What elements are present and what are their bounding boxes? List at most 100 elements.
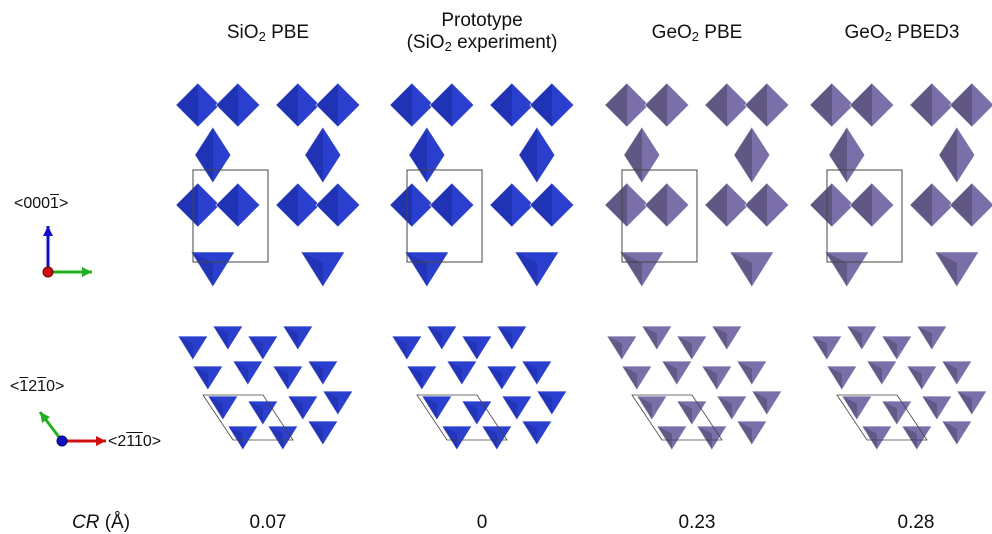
tetrahedron-shade xyxy=(447,361,462,385)
tetrahedron-shade xyxy=(882,401,897,425)
tetrahedron-shade xyxy=(705,183,727,227)
tetrahedron-shade xyxy=(519,127,537,183)
tetrahedron-shade xyxy=(620,251,642,287)
axis-label-bottom-a: <1210> xyxy=(10,378,65,395)
tetrahedron-shade xyxy=(462,401,477,425)
tetrahedron-shade xyxy=(248,401,263,425)
tetrahedron-shade xyxy=(950,83,972,127)
tetrahedron-shade xyxy=(405,251,427,287)
tetrahedron-shade xyxy=(605,183,627,227)
axis-arrow-b-head xyxy=(96,436,106,446)
tetrahedron-shade xyxy=(502,396,517,420)
tetrahedron-shade xyxy=(624,127,642,183)
tetrahedron-shade xyxy=(752,391,767,415)
tetrahedron-shade xyxy=(442,426,457,450)
tetrahedron-shade xyxy=(697,426,712,450)
tetrahedron-shade xyxy=(910,183,932,227)
tetrahedron-shade xyxy=(228,426,243,450)
unit-cell xyxy=(621,169,698,263)
tetrahedron-shade xyxy=(622,366,637,390)
tetrahedron-shade xyxy=(730,251,752,287)
column-title-geo2-pbe: GeO2 PBE xyxy=(651,22,743,44)
tetrahedron-shade xyxy=(487,366,502,390)
tetrahedron-shade xyxy=(745,183,767,227)
tetrahedron-shade xyxy=(829,127,847,183)
tetrahedron-shade xyxy=(607,336,622,360)
tetrahedron-shade xyxy=(950,183,972,227)
tetrahedron-shade xyxy=(705,83,727,127)
tetrahedron-shade xyxy=(605,83,627,127)
tetrahedron-shade xyxy=(850,183,872,227)
cr-value-geo2-pbed3: 0.28 xyxy=(897,512,935,533)
axis-arrow-y-head xyxy=(82,267,92,277)
axis-origin-bottom xyxy=(56,435,68,447)
tetrahedron-shade xyxy=(737,421,752,445)
cr-value-sio2-pbe: 0.07 xyxy=(249,512,287,533)
cr-label: CR (Å) xyxy=(72,512,131,533)
axis-origin-top xyxy=(42,266,54,278)
unit-cell xyxy=(406,169,483,263)
tetrahedron-shade xyxy=(208,396,223,420)
tetrahedron-shade xyxy=(825,251,847,287)
tetrahedron-shade xyxy=(422,396,437,420)
axis-arrow-z-head xyxy=(43,226,53,236)
tetrahedron-shade xyxy=(842,396,857,420)
column-title-geo2-pbed3: GeO2 PBED3 xyxy=(844,22,960,44)
tetrahedron-shade xyxy=(273,366,288,390)
tetrahedron-shade xyxy=(917,326,932,350)
tetrahedron-shade xyxy=(522,421,537,445)
tetrahedron-shade xyxy=(737,361,752,385)
unit-cell xyxy=(826,169,903,263)
tetrahedron-shade xyxy=(490,83,512,127)
tetrahedron-shade xyxy=(942,361,957,385)
unit-cell xyxy=(416,394,508,441)
tetrahedron-shade xyxy=(902,426,917,450)
tetrahedron-shade xyxy=(216,183,238,227)
tetrahedron-shade xyxy=(922,396,937,420)
axis-label-top: <0001> xyxy=(14,195,69,212)
tetrahedron-shade xyxy=(847,326,862,350)
tetrahedron-shade xyxy=(537,391,552,415)
tetrahedron-shade xyxy=(427,326,442,350)
tetrahedron-shade xyxy=(637,396,652,420)
tetrahedron-shade xyxy=(316,183,338,227)
tetrahedron-shade xyxy=(530,183,552,227)
tetrahedron-shade xyxy=(308,421,323,445)
tetrahedron-shade xyxy=(276,183,298,227)
tetrahedron-shade xyxy=(662,361,677,385)
tetrahedron-shade xyxy=(233,361,248,385)
tetrahedron-shade xyxy=(515,251,537,287)
tetrahedron-shade xyxy=(390,183,412,227)
tetrahedron-shade xyxy=(497,326,512,350)
tetrahedron-shade xyxy=(178,336,193,360)
tetrahedron-shade xyxy=(810,183,832,227)
tetrahedron-shade xyxy=(745,83,767,127)
cr-value-geo2-pbe: 0.23 xyxy=(678,512,716,533)
tetrahedron-shade xyxy=(390,83,412,127)
tetrahedron-shade xyxy=(677,401,692,425)
tetrahedron-shade xyxy=(827,366,842,390)
tetrahedron-shade xyxy=(530,83,552,127)
tetrahedron-shade xyxy=(645,183,667,227)
tetrahedron-shade xyxy=(935,251,957,287)
tetrahedron-shade xyxy=(430,183,452,227)
tetrahedron-shade xyxy=(288,396,303,420)
tetrahedron-shade xyxy=(176,83,198,127)
tetrahedron-shade xyxy=(907,366,922,390)
tetrahedron-shade xyxy=(193,366,208,390)
tetrahedron-shade xyxy=(213,326,228,350)
tetrahedron-shade xyxy=(812,336,827,360)
tetrahedron-shade xyxy=(392,336,407,360)
tetrahedron-shade xyxy=(191,251,213,287)
tetrahedron-shade xyxy=(301,251,323,287)
tetrahedron-shade xyxy=(862,426,877,450)
tetrahedron-shade xyxy=(910,83,932,127)
tetrahedron-shade xyxy=(316,83,338,127)
tetrahedron-shade xyxy=(657,426,672,450)
tetrahedron-shade xyxy=(522,361,537,385)
unit-cell xyxy=(631,394,723,441)
tetrahedron-shade xyxy=(268,426,283,450)
axis-arrow-a-head xyxy=(40,412,51,423)
tetrahedron-shade xyxy=(276,83,298,127)
